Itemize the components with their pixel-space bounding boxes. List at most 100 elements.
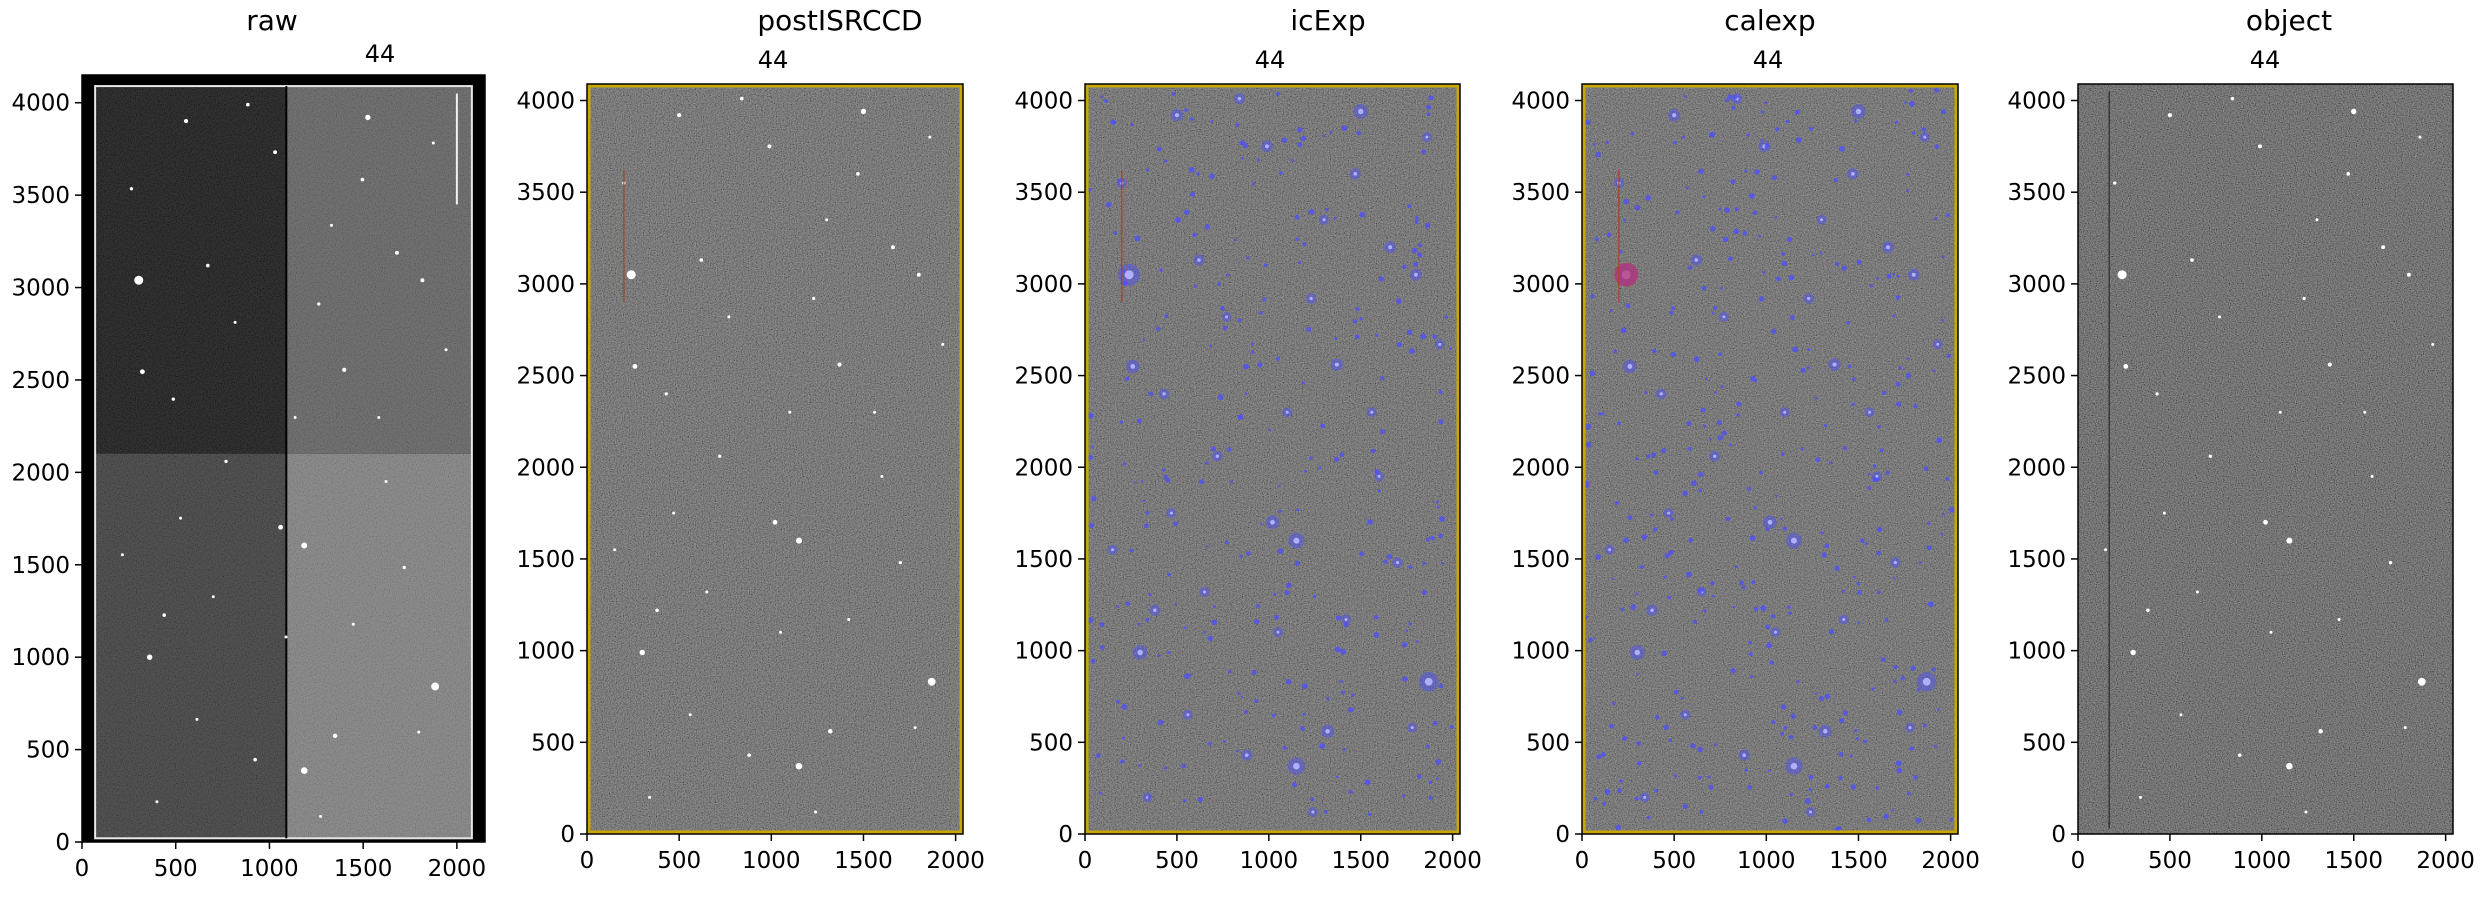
detection-mask	[1623, 359, 1637, 374]
y-tick-label: 500	[1029, 730, 1073, 756]
x-tick-label: 1000	[2233, 848, 2292, 874]
star	[1875, 474, 1879, 478]
detection-mask	[1601, 412, 1605, 416]
detection-mask	[1623, 537, 1629, 543]
star	[211, 595, 215, 599]
star	[394, 250, 399, 255]
detection-mask	[1166, 651, 1171, 655]
detection-mask	[1145, 510, 1150, 515]
star	[916, 272, 921, 277]
star	[1174, 113, 1180, 118]
star	[300, 767, 308, 774]
star	[814, 810, 818, 814]
detection-mask	[1240, 695, 1244, 699]
detection-mask	[1927, 521, 1931, 525]
detection-mask	[1879, 448, 1884, 453]
detection-mask	[1238, 414, 1244, 420]
detection-mask	[1693, 356, 1700, 363]
detection-mask	[1828, 358, 1841, 371]
detection-mask	[1239, 554, 1243, 558]
detection-mask	[1217, 282, 1221, 286]
x-tick-label: 1500	[334, 856, 393, 882]
star	[365, 114, 371, 121]
detection-mask	[1339, 680, 1343, 684]
x-tick-label: 1000	[240, 856, 299, 882]
x-tick-label: 2000	[428, 856, 487, 882]
star	[1855, 108, 1862, 115]
star	[1276, 630, 1280, 634]
detection-mask	[1759, 470, 1763, 475]
detection-mask	[1641, 534, 1648, 540]
detection-mask	[1736, 413, 1740, 417]
detection-mask	[1660, 448, 1667, 454]
detection-mask	[1136, 418, 1142, 424]
star	[146, 654, 153, 660]
detection-mask	[1415, 216, 1419, 220]
star	[779, 630, 783, 634]
y-tick-label: 4000	[2007, 89, 2066, 115]
star	[1790, 762, 1798, 770]
detection-mask	[1087, 412, 1094, 419]
detection-mask	[1138, 764, 1141, 767]
detection-mask	[1683, 95, 1687, 98]
detection-mask	[1807, 348, 1811, 351]
detection-mask	[1213, 605, 1217, 609]
star	[1783, 410, 1787, 414]
star	[740, 96, 744, 101]
detection-mask	[1593, 796, 1598, 801]
detection-mask	[1932, 369, 1936, 373]
image-noise	[587, 84, 963, 834]
detection-mask	[1871, 687, 1875, 691]
detection-mask	[1589, 370, 1596, 377]
star	[1790, 537, 1797, 544]
detection-mask	[1821, 552, 1827, 558]
detection-mask	[1367, 519, 1373, 525]
detection-mask	[1823, 423, 1828, 428]
detection-mask	[1438, 683, 1444, 689]
detection-mask	[1785, 532, 1802, 549]
detection-mask	[1301, 381, 1305, 385]
x-tick-label: 0	[2071, 848, 2086, 874]
detection-mask	[1788, 611, 1792, 615]
detection-mask	[1770, 614, 1776, 619]
star	[2162, 511, 2166, 515]
detection-mask	[1301, 683, 1308, 689]
detection-mask	[1623, 218, 1627, 222]
star	[2370, 474, 2374, 478]
detection-mask	[1352, 319, 1357, 324]
detection-mask	[1697, 775, 1702, 780]
detection-mask	[1646, 604, 1658, 616]
star	[293, 415, 297, 419]
star	[233, 320, 237, 324]
detection-mask	[1806, 366, 1810, 370]
detection-mask	[1739, 580, 1744, 586]
star	[1886, 245, 1890, 250]
star	[1672, 113, 1677, 118]
detection-mask	[1882, 241, 1894, 254]
detection-mask	[1730, 179, 1736, 185]
detection-mask	[1188, 166, 1195, 173]
detection-mask	[1709, 450, 1721, 462]
star	[360, 177, 365, 182]
detection-mask	[1663, 724, 1670, 731]
detection-mask	[1707, 775, 1711, 779]
detection-mask	[1424, 222, 1431, 229]
detection-mask	[1863, 739, 1868, 744]
detection-mask	[1722, 236, 1729, 243]
detection-mask	[1709, 225, 1716, 232]
detection-mask	[1670, 517, 1674, 521]
detection-mask	[1812, 725, 1818, 730]
detection-mask	[1233, 93, 1246, 105]
detection-mask	[1733, 228, 1739, 235]
detection-mask	[1612, 702, 1616, 706]
star	[1842, 617, 1846, 621]
detection-mask	[1613, 349, 1617, 354]
star	[655, 608, 659, 613]
detection-mask	[1789, 315, 1795, 321]
detection-mask	[1606, 232, 1612, 238]
panel-postISRCCD: postISRCCD 44 0 500 1000 1500 2000 0 500 1000 1500…	[516, 4, 984, 874]
detection-mask	[1685, 186, 1689, 190]
star	[384, 480, 388, 484]
detection-mask	[1877, 424, 1881, 429]
detection-mask	[1259, 311, 1263, 315]
